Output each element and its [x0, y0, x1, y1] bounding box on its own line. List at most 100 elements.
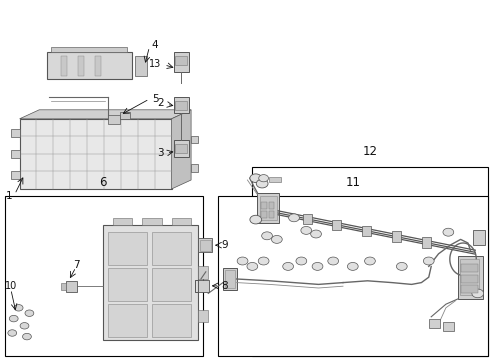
- Bar: [429, 319, 440, 328]
- Bar: [458, 256, 483, 299]
- Bar: [252, 167, 488, 356]
- Bar: [460, 259, 479, 295]
- Circle shape: [262, 232, 272, 240]
- Bar: [61, 56, 67, 76]
- Text: 11: 11: [345, 176, 360, 189]
- Circle shape: [472, 289, 484, 298]
- Bar: [113, 218, 132, 225]
- Bar: [47, 52, 132, 79]
- Bar: [461, 264, 478, 272]
- Polygon shape: [172, 110, 191, 189]
- Bar: [223, 268, 237, 290]
- Text: 13: 13: [149, 59, 162, 69]
- Bar: [461, 275, 478, 283]
- Bar: [78, 56, 84, 76]
- Bar: [303, 213, 312, 225]
- Bar: [461, 285, 478, 293]
- Bar: [392, 231, 401, 242]
- Bar: [5, 196, 203, 356]
- Text: 5: 5: [152, 94, 159, 104]
- Bar: [108, 115, 120, 124]
- Bar: [191, 136, 198, 144]
- Text: 7: 7: [73, 260, 79, 270]
- Bar: [175, 101, 187, 110]
- Text: 10: 10: [5, 281, 17, 291]
- Bar: [198, 280, 209, 292]
- Circle shape: [443, 228, 454, 236]
- Circle shape: [258, 257, 269, 265]
- Bar: [152, 304, 191, 337]
- Text: 9: 9: [221, 240, 228, 250]
- Text: 1: 1: [5, 191, 12, 201]
- Bar: [225, 270, 235, 288]
- Text: 3: 3: [157, 148, 164, 158]
- Bar: [61, 283, 66, 290]
- Bar: [11, 150, 20, 158]
- Bar: [152, 268, 191, 301]
- Bar: [198, 238, 212, 252]
- Circle shape: [250, 174, 262, 183]
- Circle shape: [256, 179, 268, 188]
- Bar: [332, 220, 341, 230]
- Bar: [152, 232, 191, 265]
- Bar: [257, 193, 279, 223]
- Circle shape: [247, 262, 258, 270]
- Bar: [198, 266, 208, 279]
- Circle shape: [14, 305, 23, 311]
- Circle shape: [23, 333, 31, 340]
- Bar: [175, 56, 187, 65]
- Bar: [142, 218, 162, 225]
- Circle shape: [237, 257, 248, 265]
- Bar: [103, 225, 198, 340]
- Circle shape: [328, 257, 339, 265]
- Circle shape: [312, 262, 323, 270]
- Bar: [200, 240, 211, 251]
- Text: 4: 4: [152, 40, 159, 50]
- Bar: [261, 211, 267, 218]
- Bar: [108, 268, 147, 301]
- Circle shape: [250, 215, 262, 224]
- Bar: [191, 164, 198, 172]
- Bar: [198, 310, 208, 322]
- Bar: [120, 112, 130, 119]
- Bar: [443, 322, 454, 331]
- Circle shape: [8, 330, 17, 336]
- Circle shape: [347, 262, 358, 270]
- Bar: [108, 232, 147, 265]
- Text: 12: 12: [363, 145, 377, 158]
- Bar: [175, 144, 187, 153]
- Bar: [108, 304, 147, 337]
- Circle shape: [396, 262, 407, 270]
- Circle shape: [423, 257, 434, 265]
- Circle shape: [9, 315, 18, 322]
- Circle shape: [271, 235, 282, 243]
- Bar: [261, 202, 267, 209]
- Circle shape: [259, 175, 269, 182]
- Bar: [218, 196, 488, 356]
- Circle shape: [289, 214, 299, 222]
- Bar: [473, 230, 485, 245]
- Bar: [172, 218, 191, 225]
- Circle shape: [20, 323, 29, 329]
- Bar: [20, 119, 172, 189]
- Bar: [269, 211, 274, 218]
- Text: 8: 8: [221, 281, 228, 291]
- Bar: [362, 225, 371, 236]
- Circle shape: [365, 257, 375, 265]
- Circle shape: [283, 262, 294, 270]
- Bar: [260, 196, 277, 220]
- Text: 6: 6: [99, 176, 107, 189]
- Bar: [269, 177, 281, 182]
- Bar: [269, 202, 274, 209]
- Circle shape: [25, 310, 34, 316]
- Bar: [135, 56, 147, 76]
- Bar: [51, 47, 127, 52]
- Bar: [95, 56, 101, 76]
- Polygon shape: [20, 110, 191, 119]
- Bar: [11, 129, 20, 137]
- Circle shape: [301, 226, 312, 234]
- Circle shape: [311, 230, 321, 238]
- Bar: [66, 281, 77, 292]
- Bar: [174, 97, 189, 113]
- Bar: [422, 238, 431, 248]
